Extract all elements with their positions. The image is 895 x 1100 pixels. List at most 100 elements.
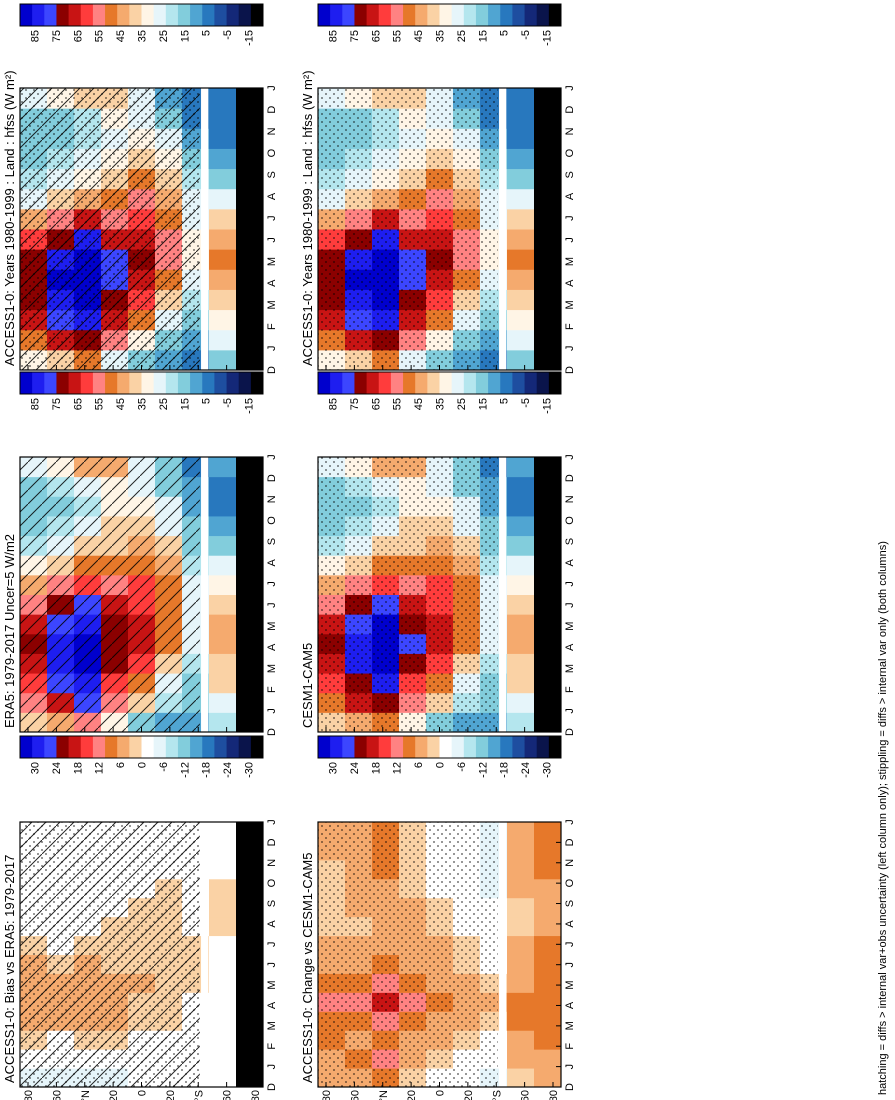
stippling-overlay: [20, 822, 200, 1087]
month-tick-label: D: [266, 106, 278, 114]
panel-title: ACCESS1-0: Bias vs ERA5: 1979-2017: [2, 855, 17, 1083]
colorbar-cell: [250, 736, 264, 758]
colorbar-label: -24: [520, 762, 532, 778]
colorbar-cell: [439, 372, 453, 394]
heatmap-cell: [507, 822, 535, 842]
heatmap-cell: [209, 673, 237, 694]
colorbar-p_left_bot: 30 24 18 12 6 0 -6 -12 -18 -24 -30: [19, 735, 264, 778]
colorbar-label: 45: [413, 398, 425, 410]
lat-tick-label: °N: [80, 1090, 92, 1100]
stippling-overlay: [318, 457, 498, 732]
colorbar-label: -5: [520, 398, 532, 408]
month-tick-label: J: [564, 454, 576, 460]
heatmap-cell: [236, 535, 264, 556]
colorbar-frame: [19, 3, 264, 27]
colorbar-cell: [20, 372, 33, 394]
footer-note: hatching = diffs > internal var+obs unce…: [877, 541, 889, 1095]
colorbar-cell: [202, 372, 215, 394]
colorbar-label: -5: [222, 398, 234, 408]
month-tick-label: M: [266, 664, 278, 673]
heatmap-cell: [236, 653, 264, 674]
panel-title: ACCESS1-0: Years 1980-1999 : Land : hfss…: [300, 70, 315, 366]
month-tick-label: A: [564, 643, 576, 651]
heatmap-cell: [236, 614, 264, 635]
heatmap-cell: [534, 712, 562, 733]
month-tick-label: N: [266, 127, 278, 135]
colorbar-cell: [165, 372, 179, 394]
heatmap-cell: [236, 457, 264, 478]
heatmap-cell: [534, 916, 562, 937]
month-tick-label: A: [564, 920, 576, 928]
colorbar-label: -6: [158, 762, 170, 772]
month-tick-label: A: [266, 558, 278, 566]
heatmap-cell: [507, 88, 535, 109]
heatmap-cell: [507, 108, 535, 129]
colorbar-label: 0: [137, 762, 149, 768]
heatmap-cell: [209, 457, 237, 478]
colorbar-cell: [105, 4, 118, 26]
heatmap-cell: [534, 269, 562, 290]
heatmap-cell: [507, 935, 535, 955]
month-tick-label: N: [564, 495, 576, 503]
heatmap-cell: [534, 496, 562, 517]
heatmap-cell: [236, 916, 264, 937]
heatmap-cell: [534, 973, 562, 993]
colorbar-cell: [92, 4, 106, 26]
month-tick-label: D: [266, 366, 278, 374]
heatmap-cell: [209, 840, 237, 861]
lat-tick-label: 0: [137, 1090, 149, 1096]
heatmap-cell: [236, 289, 264, 311]
heatmap-cell: [209, 897, 237, 918]
month-tick-label: A: [266, 1001, 278, 1009]
heatmap-cell: [209, 973, 237, 993]
panels-layer: 85756555453525155-5-158060°N20020°S6080D…: [2, 3, 576, 1100]
month-tick-label: D: [266, 474, 278, 482]
colorbar-cell: [177, 4, 191, 26]
colorbar-cell: [226, 4, 240, 26]
colorbar-cell: [92, 372, 106, 394]
mask-band: [201, 822, 209, 1087]
month-tick-label: N: [266, 495, 278, 503]
colorbar-label: 45: [413, 30, 425, 42]
heatmap-cell: [507, 208, 535, 230]
heatmap-cell: [534, 1068, 562, 1088]
mask-band: [201, 457, 209, 732]
colorbar-cell: [330, 4, 343, 26]
colorbar-label: 18: [72, 762, 84, 774]
heatmap-cell: [236, 822, 264, 842]
month-tick-label: J: [564, 346, 576, 352]
colorbar-cell: [141, 4, 155, 26]
heatmap-cell: [507, 496, 535, 517]
heatmap-cell: [534, 329, 562, 351]
colorbar-cell: [129, 736, 142, 758]
month-tick-label: O: [564, 516, 576, 525]
heatmap-cell: [236, 269, 264, 290]
heatmap-cell: [236, 935, 264, 955]
heatmap-cell: [534, 1030, 562, 1050]
month-tick-label: J: [266, 581, 278, 587]
colorbar-cell: [56, 4, 69, 26]
colorbar-label: 55: [392, 30, 404, 42]
colorbar-frame: [19, 371, 264, 395]
month-tick-label: J: [266, 942, 278, 948]
heatmap-cell: [507, 249, 535, 270]
month-tick-label: S: [266, 171, 278, 178]
heatmap-cell: [236, 973, 264, 993]
month-tick-label: J: [564, 819, 576, 825]
month-tick-label: M: [266, 1021, 278, 1030]
month-tick-label: M: [564, 664, 576, 673]
colorbar-cell: [403, 736, 416, 758]
heatmap-cell: [534, 653, 562, 674]
colorbar-cell: [378, 372, 392, 394]
colorbar-label: 55: [94, 30, 106, 42]
colorbar-cell: [80, 736, 94, 758]
colorbar-cell: [20, 736, 33, 758]
colorbar-label: 65: [72, 30, 84, 42]
heatmap-cell: [534, 88, 562, 109]
colorbar-label: 15: [179, 398, 191, 410]
heatmap-cell: [507, 840, 535, 861]
heatmap-cell: [236, 878, 264, 899]
heatmap-cell: [209, 653, 237, 674]
month-tick-label: O: [266, 878, 278, 887]
